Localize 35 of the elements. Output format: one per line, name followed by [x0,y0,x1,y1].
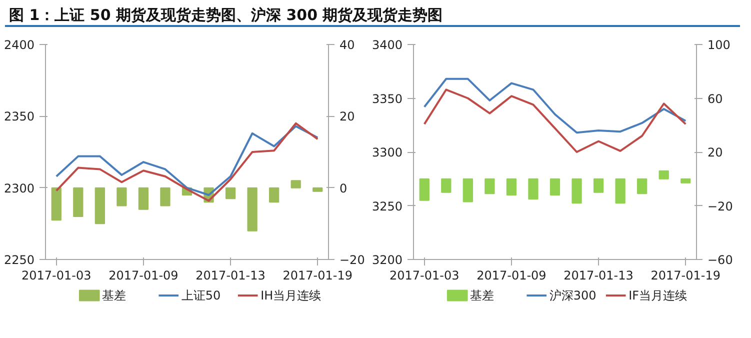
legend-label: 基差 [102,288,126,302]
y2-tick-label: 20 [708,146,723,160]
line-series [423,78,687,134]
y2-tick-label: −20 [708,199,733,214]
legend-label: IF当月连续 [628,288,688,302]
y-tick-label: 3250 [372,199,403,214]
x-tick-label: 2017-01-19 [650,268,720,282]
x-tick-label: 2017-01-13 [196,268,266,282]
legend-label: 沪深300 [549,288,596,302]
y-tick-label: 3200 [372,253,403,267]
y2-tick-label: −20 [340,253,365,267]
legend-label: 上证50 [181,288,221,302]
x-tick-label: 2017-01-03 [22,268,92,282]
y-tick-label: 2400 [4,38,35,52]
x-tick-label: 2017-01-09 [108,268,178,282]
y2-tick-label: 0 [340,181,348,196]
y-tick-label: 2250 [4,253,35,267]
legend-label: 基差 [470,288,494,302]
y2-tick-label: 20 [340,110,355,124]
x-tick-label: 2017-01-03 [390,268,460,282]
y2-tick-label: 100 [708,38,730,52]
legend-label: IH当月连续 [260,288,322,302]
line-series [423,88,687,153]
x-tick-label: 2017-01-19 [282,268,352,282]
y2-tick-label: 60 [708,92,723,106]
y-tick-label: 2300 [4,181,35,196]
y-tick-label: 3400 [372,38,403,52]
x-tick-label: 2017-01-13 [564,268,634,282]
y2-tick-label: 40 [340,38,355,52]
x-tick-label: 2017-01-09 [476,268,546,282]
y-tick-label: 2350 [4,110,35,124]
y2-tick-label: −60 [708,253,733,267]
y-tick-label: 3350 [372,92,403,106]
chart-title: 图 1：上证 50 期货及现货走势图、沪深 300 期货及现货走势图 [9,5,443,26]
y-tick-label: 3300 [372,146,403,160]
